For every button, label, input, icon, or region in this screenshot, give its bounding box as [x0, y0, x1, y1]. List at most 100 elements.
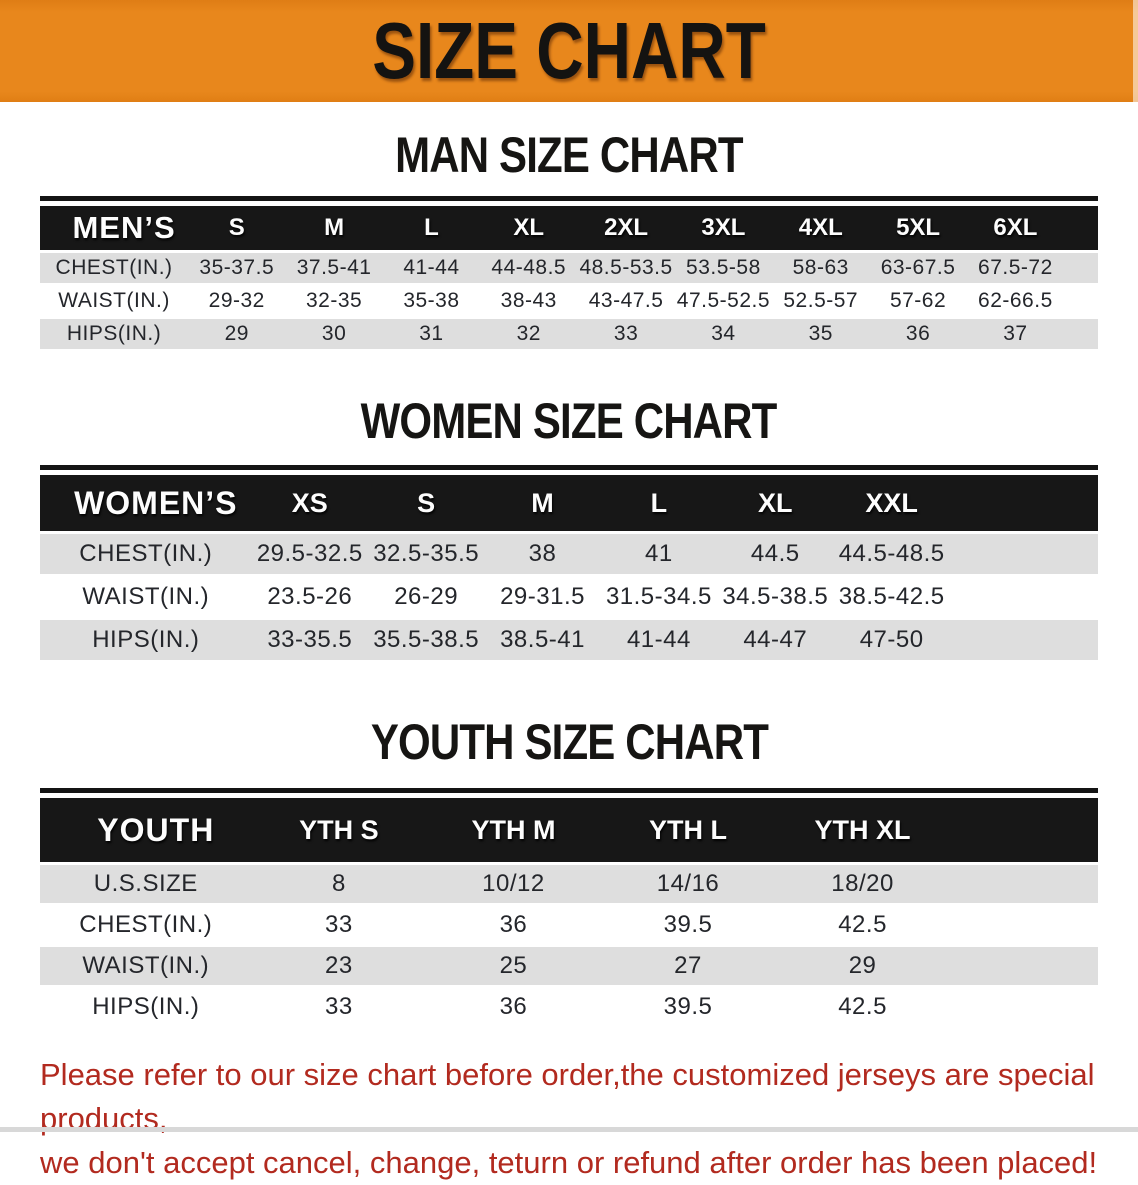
disclaimer-line-2: we don't accept cancel, change, teturn o…	[40, 1145, 1098, 1181]
measurement-row-label: CHEST(IN.)	[40, 534, 252, 574]
measurement-cell: 41-44	[382, 253, 481, 283]
measurement-cell: 23	[251, 947, 427, 985]
page-edge-bottom	[0, 1127, 1138, 1132]
measurement-row-label: HIPS(IN.)	[40, 319, 189, 349]
measurement-cell: 34	[674, 319, 773, 349]
size-column-header: YTH M	[426, 798, 601, 862]
measurement-cell: 33	[251, 988, 427, 1026]
measurement-cell: 33-35.5	[251, 620, 368, 660]
measurement-row-label: WAIST(IN.)	[40, 577, 252, 617]
size-column-header: XXL	[833, 475, 950, 531]
table-row: HIPS(IN.) 33-35.5 35.5-38.5 38.5-41 41-44 44-…	[40, 620, 1098, 660]
measurement-cell: 35-38	[382, 286, 481, 316]
measurement-cell: 31.5-34.5	[600, 577, 718, 617]
men-table: MEN’S S M L XL 2XL 3XL 4XL 5XL 6XL CHEST(IN.) 35-37…	[40, 203, 1098, 352]
size-column-header: 2XL	[577, 206, 675, 250]
measurement-row-label: U.S.SIZE	[40, 865, 252, 903]
measurement-cell: 23.5-26	[251, 577, 368, 617]
measurement-cell: 33	[251, 906, 427, 944]
header-spacer	[949, 798, 1098, 862]
size-column-header: YTH L	[600, 798, 776, 862]
row-spacer	[1064, 253, 1098, 283]
measurement-cell: 58-63	[772, 253, 870, 283]
row-spacer	[949, 865, 1098, 903]
table-row: WAIST(IN.) 23 25 27 29	[40, 947, 1098, 985]
row-spacer	[949, 906, 1098, 944]
table-row: HIPS(IN.) 33 36 39.5 42.5	[40, 988, 1098, 1026]
measurement-row-label: WAIST(IN.)	[40, 947, 252, 985]
measurement-cell: 30	[285, 319, 383, 349]
table-top-rule	[40, 788, 1098, 793]
header-spacer	[949, 475, 1098, 531]
measurement-row-label: HIPS(IN.)	[40, 988, 252, 1026]
measurement-cell: 53.5-58	[674, 253, 773, 283]
measurement-cell: 32.5-35.5	[367, 534, 485, 574]
measurement-row-label: CHEST(IN.)	[40, 906, 252, 944]
measurement-cell: 37	[966, 319, 1065, 349]
table-row: WAIST(IN.) 29-32 32-35 35-38 38-43 43-47.5 47.…	[40, 286, 1098, 316]
disclaimer-note: Please refer to our size chart before or…	[0, 1053, 1138, 1185]
measurement-cell: 39.5	[600, 988, 776, 1026]
row-spacer	[949, 988, 1098, 1026]
measurement-cell: 36	[869, 319, 967, 349]
measurement-cell: 25	[426, 947, 601, 985]
row-spacer	[949, 620, 1098, 660]
table-top-rule	[40, 196, 1098, 201]
measurement-cell: 32-35	[285, 286, 383, 316]
measurement-cell: 36	[426, 906, 601, 944]
measurement-cell: 34.5-38.5	[717, 577, 834, 617]
size-column-header: 4XL	[772, 206, 870, 250]
measurement-cell: 38.5-41	[484, 620, 601, 660]
table-group-label: WOMEN’S	[40, 475, 252, 531]
measurement-cell: 36	[426, 988, 601, 1026]
size-column-header: M	[484, 475, 601, 531]
header-spacer	[1064, 206, 1098, 250]
measurement-cell: 42.5	[775, 988, 950, 1026]
measurement-cell: 67.5-72	[966, 253, 1065, 283]
table-row: CHEST(IN.) 29.5-32.5 32.5-35.5 38 41 44.5 44.5…	[40, 534, 1098, 574]
row-spacer	[949, 947, 1098, 985]
measurement-cell: 29	[188, 319, 286, 349]
measurement-cell: 18/20	[775, 865, 950, 903]
measurement-cell: 41-44	[600, 620, 718, 660]
size-column-header: S	[367, 475, 485, 531]
measurement-cell: 42.5	[775, 906, 950, 944]
measurement-cell: 35.5-38.5	[367, 620, 485, 660]
measurement-cell: 29	[775, 947, 950, 985]
women-table: WOMEN’S XS S M L XL XXL CHEST(IN.) 29.5-32.5 32.5…	[40, 472, 1098, 663]
size-column-header: M	[285, 206, 383, 250]
measurement-cell: 62-66.5	[966, 286, 1065, 316]
row-spacer	[949, 577, 1098, 617]
row-spacer	[1064, 319, 1098, 349]
men-size-section: MAN SIZE CHART MEN’S S M L XL 2XL 3XL 4XL 5XL 6XL…	[0, 126, 1138, 352]
measurement-cell: 44.5-48.5	[833, 534, 950, 574]
men-size-table: MEN’S S M L XL 2XL 3XL 4XL 5XL 6XL CHEST(IN.) 35-37…	[40, 196, 1098, 352]
measurement-cell: 37.5-41	[285, 253, 383, 283]
youth-size-section: YOUTH SIZE CHART YOUTH YTH S YTH M YTH L YTH…	[0, 713, 1138, 1029]
measurement-cell: 35-37.5	[188, 253, 286, 283]
measurement-cell: 63-67.5	[869, 253, 967, 283]
youth-section-heading-text: YOUTH SIZE CHART	[370, 714, 768, 770]
table-row: WAIST(IN.) 23.5-26 26-29 29-31.5 31.5-34.5 34…	[40, 577, 1098, 617]
measurement-cell: 41	[600, 534, 718, 574]
measurement-cell: 38-43	[480, 286, 578, 316]
measurement-cell: 31	[382, 319, 481, 349]
table-group-label: YOUTH	[40, 798, 252, 862]
table-header-row: MEN’S S M L XL 2XL 3XL 4XL 5XL 6XL	[40, 206, 1098, 250]
table-row: U.S.SIZE 8 10/12 14/16 18/20	[40, 865, 1098, 903]
measurement-cell: 44.5	[717, 534, 834, 574]
size-column-header: S	[188, 206, 286, 250]
measurement-cell: 26-29	[367, 577, 485, 617]
size-column-header: 3XL	[674, 206, 773, 250]
women-size-section: WOMEN SIZE CHART WOMEN’S XS S M L XL XXL CHEST(…	[0, 392, 1138, 663]
measurement-cell: 29.5-32.5	[251, 534, 368, 574]
size-column-header: XL	[480, 206, 578, 250]
measurement-cell: 39.5	[600, 906, 776, 944]
disclaimer-line-1: Please refer to our size chart before or…	[40, 1057, 1095, 1137]
banner-title: SIZE CHART	[372, 6, 766, 95]
size-column-header: XS	[251, 475, 368, 531]
measurement-cell: 52.5-57	[772, 286, 870, 316]
table-row: CHEST(IN.) 35-37.5 37.5-41 41-44 44-48.5 48.5…	[40, 253, 1098, 283]
youth-section-heading: YOUTH SIZE CHART	[0, 713, 1138, 771]
row-spacer	[1064, 286, 1098, 316]
